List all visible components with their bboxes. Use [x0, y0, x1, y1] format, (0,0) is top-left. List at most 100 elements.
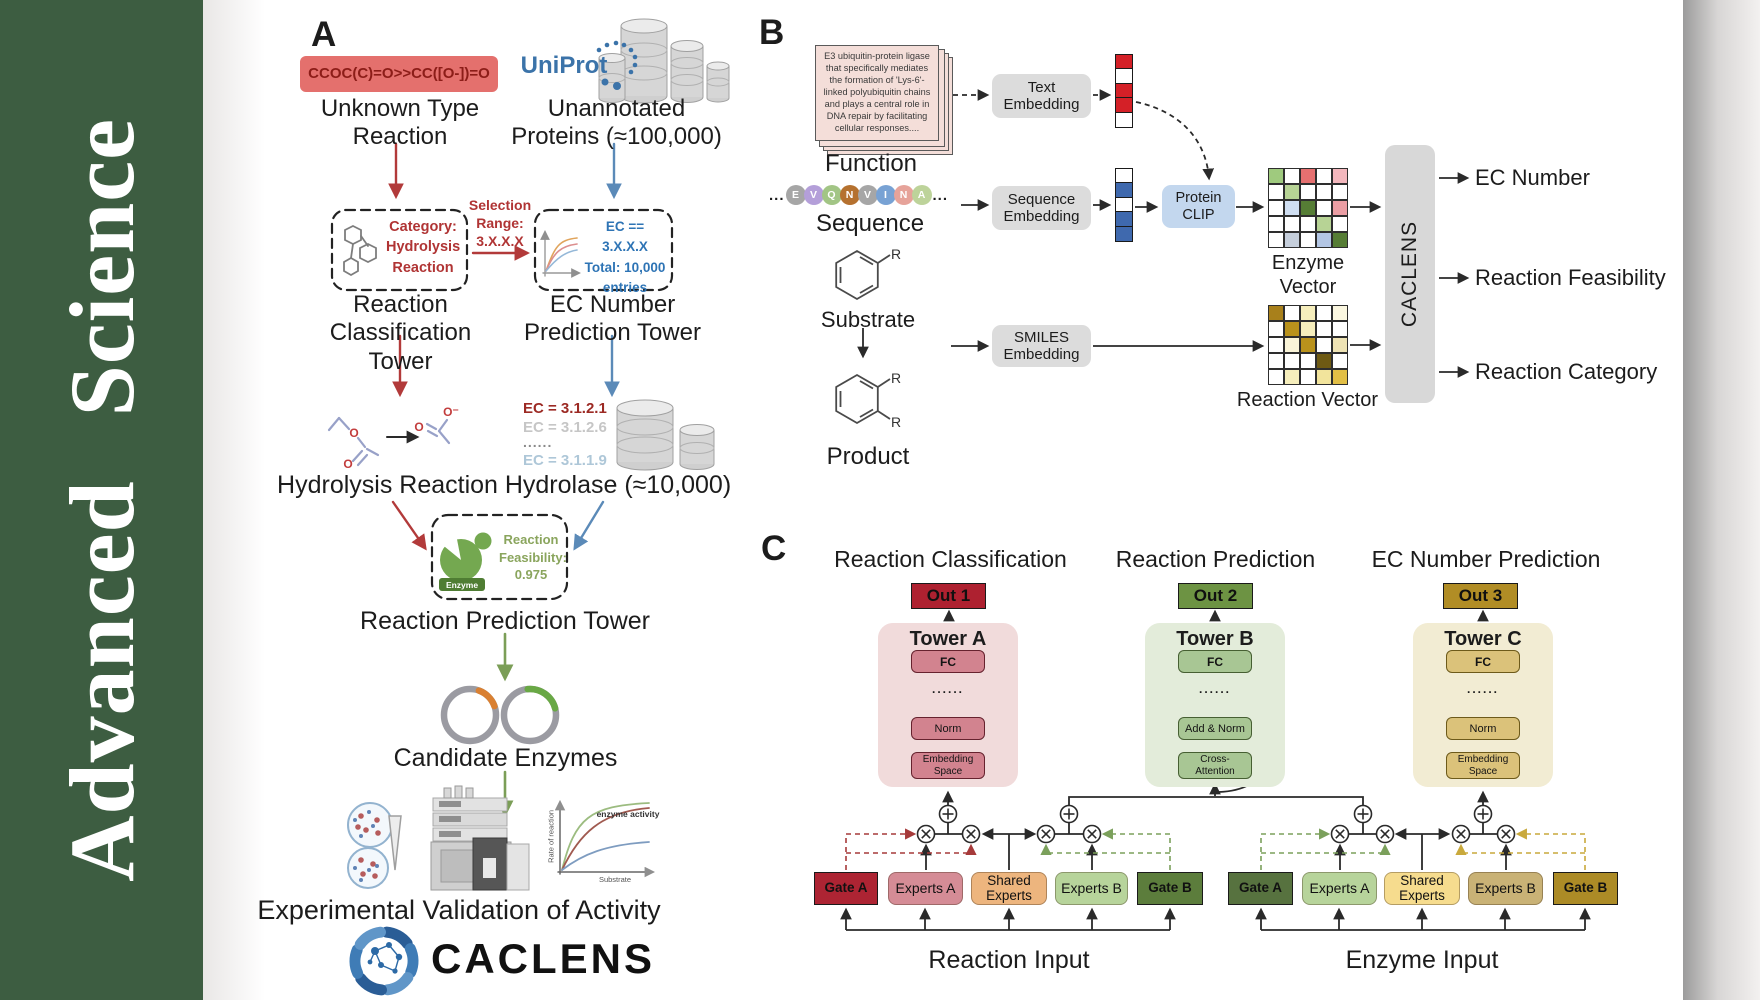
plot-ylabel: Rate of reaction — [546, 809, 556, 863]
out2-box: Out 2 — [1178, 583, 1253, 609]
multiply-operator-icon — [1330, 824, 1350, 844]
grid-cell — [1316, 369, 1332, 385]
grid-cell — [1268, 369, 1284, 385]
residue-circle: V — [857, 185, 878, 205]
grid-cell — [1268, 216, 1284, 232]
panel-b-label: B — [759, 13, 785, 52]
output-reaction-category: Reaction Category — [1475, 359, 1658, 384]
experts-a-reaction: Experts A — [888, 872, 963, 905]
product-label: Product — [826, 443, 910, 470]
grid-cell — [1332, 369, 1348, 385]
grid-cell — [1300, 305, 1316, 321]
header-reaction-prediction: Reaction Prediction — [1115, 546, 1316, 572]
tower-b-fc: FC — [1178, 650, 1252, 673]
out1-box: Out 1 — [911, 583, 986, 609]
multiply-operator-icon — [1375, 824, 1395, 844]
grid-cell — [1332, 232, 1348, 248]
multiply-operator-icon — [1451, 824, 1471, 844]
molecule-icon — [343, 224, 377, 277]
plot-annotation: enzyme activity — [596, 809, 660, 819]
tower-a-title: Tower A — [909, 628, 987, 650]
residue-circle: N — [839, 185, 860, 205]
grid-cell — [1300, 337, 1316, 353]
grid-cell — [1300, 168, 1316, 184]
selection-range-label: Selection Range: 3.X.X.X — [468, 197, 532, 250]
ec-entry: EC = 3.1.1.9 — [523, 452, 607, 469]
tower-c-embedding-space: Embedding Space — [1446, 752, 1520, 779]
ec-entry-ellipsis: ...... — [523, 434, 553, 450]
petri-dish-icons — [347, 802, 402, 889]
residue-circle: V — [803, 185, 824, 205]
sigmoid-icon — [540, 230, 581, 278]
category-box-text: Category: Hydrolysis Reaction — [386, 219, 461, 276]
tower-b-title: Tower B — [1176, 628, 1254, 650]
grid-cell — [1284, 337, 1300, 353]
grid-cell — [1300, 353, 1316, 369]
unknown-reaction-label: Unknown Type Reaction — [320, 95, 480, 151]
grid-cell — [1332, 200, 1348, 216]
grid-cell — [1316, 184, 1332, 200]
text-embedding-box: Text Embedding — [992, 74, 1091, 118]
panel-a-artwork: O O O⁻ O — [327, 18, 730, 996]
unannotated-proteins-label: Unannotated Proteins (≈100,000) — [511, 95, 722, 151]
tower-c-dots: ...... — [1466, 682, 1499, 696]
grid-cell — [1284, 305, 1300, 321]
grid-cell — [1300, 321, 1316, 337]
grid-cell — [1332, 184, 1348, 200]
residue-circle: E — [785, 185, 806, 205]
plot-xlabel: Substrate — [598, 875, 632, 884]
caclens-logo-icon — [349, 926, 419, 996]
grid-cell — [1316, 216, 1332, 232]
gate-b-enzyme: Gate B — [1553, 872, 1618, 905]
grid-cell — [1316, 305, 1332, 321]
residue-circle: I — [875, 185, 896, 205]
hydrolysis-reaction-label: Hydrolysis Reaction — [277, 471, 498, 499]
text-embedding-vector — [1115, 54, 1133, 128]
reaction-input-label: Reaction Input — [928, 946, 1090, 974]
grid-cell — [1268, 321, 1284, 337]
header-ec-number-prediction: EC Number Prediction — [1371, 546, 1601, 572]
sequence-embedding-vector — [1115, 168, 1133, 242]
journal-title: Advanced Science — [50, 118, 153, 882]
sequence-ellipsis: ... — [932, 186, 949, 204]
panel-c-label: C — [761, 529, 787, 568]
ec-entry: EC = 3.1.2.1 — [523, 400, 607, 417]
function-card: E3 ubiquitin-protein ligase that specifi… — [815, 45, 939, 141]
residue-circle: Q — [821, 185, 842, 205]
ec-box-text: EC == 3.X.X.X Total: 10,000 entries — [584, 219, 666, 295]
product-molecule — [835, 373, 891, 425]
acetate-molecule — [425, 418, 451, 445]
tower-b-dots: ...... — [1198, 682, 1231, 696]
grid-cell — [1284, 216, 1300, 232]
tower-b-add-norm: Add & Norm — [1178, 717, 1252, 740]
sequence-ellipsis: ... — [769, 186, 785, 204]
hplc-instrument — [430, 785, 530, 891]
output-ec-number: EC Number — [1475, 165, 1590, 190]
caclens-model-box: CACLENS — [1385, 145, 1435, 403]
grid-cell — [1284, 168, 1300, 184]
ester-molecule — [327, 416, 380, 467]
panel-a-label: A — [311, 15, 337, 54]
sequence-embedding-box: Sequence Embedding — [992, 186, 1091, 230]
function-label: Function — [824, 150, 918, 177]
grid-cell — [1316, 321, 1332, 337]
tower-c: Tower C FC ...... Norm Embedding Space — [1413, 623, 1553, 787]
tower-a-dots: ...... — [931, 682, 964, 696]
grid-cell — [1284, 353, 1300, 369]
multiply-operator-icon — [1082, 824, 1102, 844]
shared-experts-enzyme: Shared Experts — [1384, 872, 1460, 905]
multiply-operator-icon — [961, 824, 981, 844]
oxygen-atom: O — [343, 457, 352, 471]
enzyme-vector-label: Enzyme Vector — [1271, 252, 1345, 298]
sequence-label: Sequence — [815, 210, 925, 237]
caclens-wordmark: CACLENS — [431, 935, 656, 982]
grid-cell — [1332, 216, 1348, 232]
enzyme-input-label: Enzyme Input — [1345, 946, 1499, 974]
residue-circle: N — [893, 185, 914, 205]
substrate-label: Substrate — [820, 307, 916, 332]
experts-b-reaction: Experts B — [1055, 872, 1128, 905]
residue-circle: A — [911, 185, 932, 205]
grid-cell — [1284, 184, 1300, 200]
vector-cell — [1115, 225, 1133, 242]
